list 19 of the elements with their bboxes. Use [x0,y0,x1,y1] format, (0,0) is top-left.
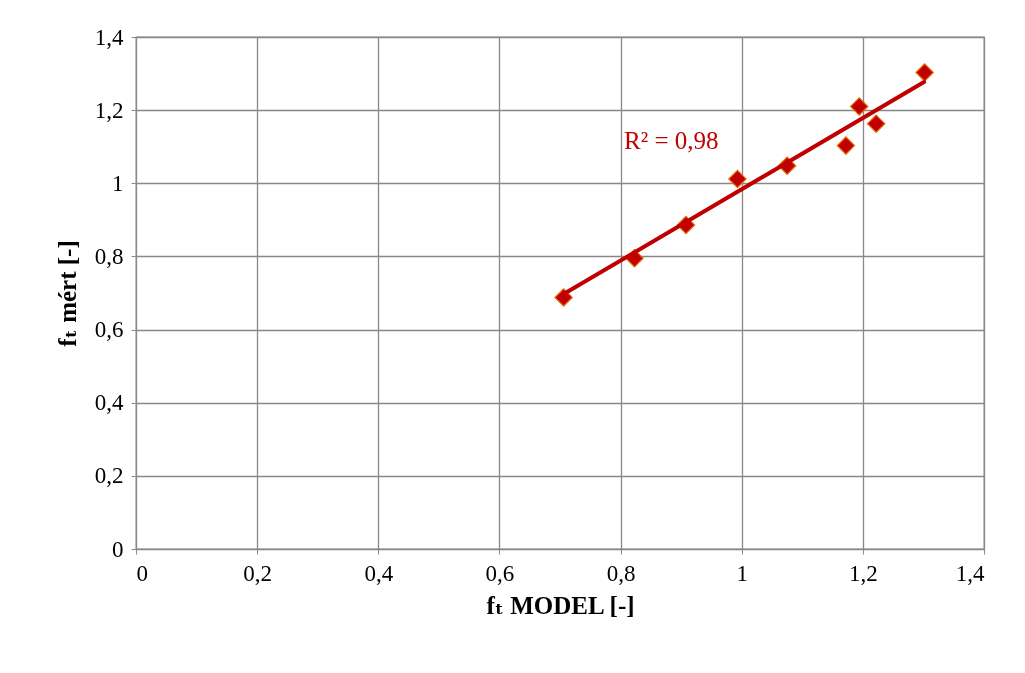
x-tick-label: 1,4 [955,560,985,586]
x-tick-label: 0,6 [485,560,515,586]
y-axis-title: fₜ mért [-] [53,240,81,347]
x-tick-label: 1,2 [848,560,878,586]
x-tick-label: 0,4 [364,560,394,586]
y-tick-label: 1,4 [94,24,124,50]
annotation: R² = 0,98 [624,127,719,154]
y-tick-label: 0,2 [94,463,124,489]
y-tick-label: 0,8 [94,243,124,269]
y-tick-label: 0 [112,536,124,562]
x-axis-title: fₜ MODEL [-] [486,591,635,619]
x-tick-label: 0 [136,560,148,586]
y-tick-label: 0,4 [94,390,124,416]
y-tick-label: 1,2 [94,97,124,123]
x-tick-label: 0,2 [243,560,273,586]
x-tick-label: 1 [736,560,748,586]
x-tick-label: 0,8 [606,560,636,586]
y-tick-label: 0,6 [94,317,124,343]
y-tick-label: 1 [112,170,124,196]
